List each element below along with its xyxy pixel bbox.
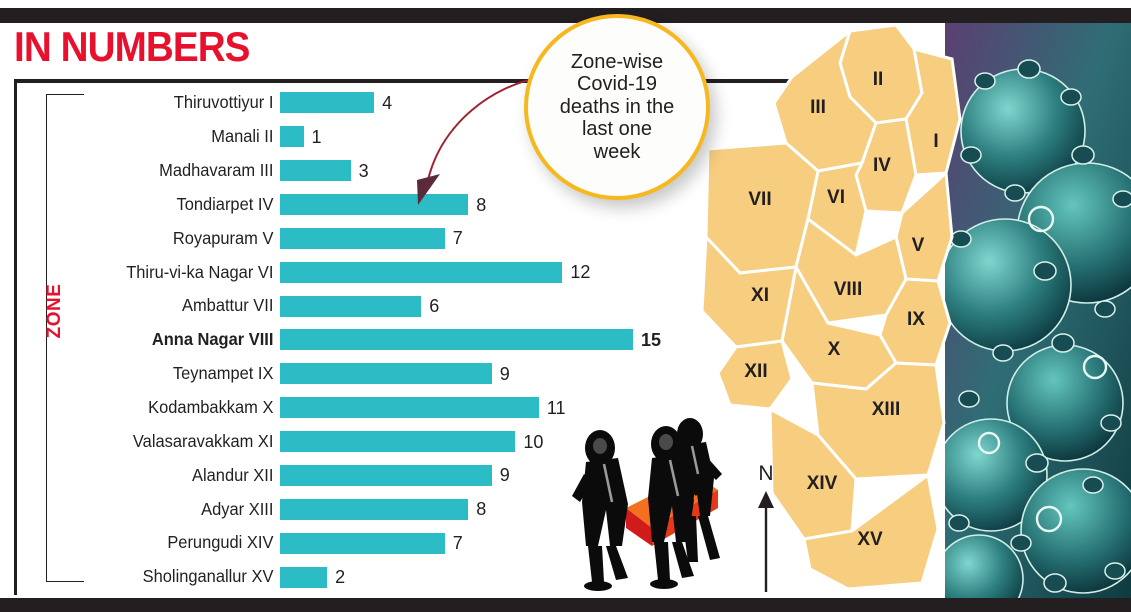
bar [280,92,375,114]
bar-category-label: Manali II [211,126,274,147]
bar-category-label: Kodambakkam X [148,396,274,417]
callout-text: Zone-wise Covid-19 deaths in the last on… [559,50,675,163]
bar-category-label: Madhavaram III [159,159,274,180]
bar-category-label: Royapuram V [172,227,274,248]
map-zone-label-XI: XI [751,285,769,306]
bar-row: Royapuram V 7 [88,221,708,255]
map-zone-label-I: I [933,131,938,152]
map-zone-label-X: X [828,339,841,360]
bar-row: Ambattur VII 6 [88,289,708,323]
bar-value-label: 8 [476,499,487,520]
page-title: IN NUMBERS [14,23,250,70]
zone-axis-bracket [46,94,84,582]
bar [280,295,422,317]
bar-row: Thiru-vi-ka Nagar VI 12 [88,255,708,289]
bar-category-label: Valasaravakkam XI [132,430,274,451]
bar-value-label: 11 [546,397,566,418]
bar [280,431,516,453]
map-zone-II [904,46,962,177]
map-zone-label-V: V [912,235,925,256]
bar-value-label: 7 [452,228,463,249]
map-zone-label-II: II [873,69,884,90]
north-arrow: N [746,462,786,596]
bar-value-label: 9 [499,465,510,486]
bar-row: Sholinganallur XV 2 [88,560,708,594]
bar-row: Anna Nagar VIII 15 [88,323,708,357]
bar [280,126,304,148]
bar [280,397,539,419]
bar-category-label: Sholinganallur XV [142,566,274,587]
bar [280,194,469,216]
bar-value-label: 10 [523,431,544,452]
bar [280,464,492,486]
bar-category-label: Anna Nagar VIII [151,329,274,350]
north-arrow-label: N [758,462,774,485]
bar-value-label: 15 [641,329,662,350]
top-rule [0,8,1131,23]
bar [280,498,469,520]
bar-category-label: Thiruvottiyur I [173,92,274,113]
bar [280,363,492,385]
bar-row: Teynampet IX 9 [88,357,708,391]
pallbearers-illustration [572,418,722,591]
bar-value-label: 2 [335,567,346,588]
bar-row: Thiruvottiyur I 4 [88,86,708,120]
panel-left-border [14,79,17,595]
bar-value-label: 7 [452,533,463,554]
bar-row: Manali II 1 [88,120,708,154]
map-zone-label-XV: XV [857,529,883,550]
map-zone-label-XIII: XIII [872,399,901,420]
bar-category-label: Tondiarpet IV [176,193,274,214]
bar-row: Alandur XII 9 [88,459,708,493]
bar [280,566,328,588]
map-zone-XV [802,472,940,591]
bar-value-label: 4 [382,92,393,113]
bar-value-label: 3 [358,160,369,181]
bar-row: Kodambakkam X 11 [88,391,708,425]
bar-value-label: 12 [570,262,591,283]
bar-value-label: 6 [429,296,440,317]
bar [280,329,633,351]
map-zone-label-XII: XII [744,361,767,382]
bar-value-label: 1 [311,126,322,147]
bar-chart: Thiruvottiyur I 4 Manali II 1 Madhavaram III… [88,86,708,594]
map-zone-label-VI: VI [827,187,845,208]
bar [280,532,445,554]
map-zone-label-VII: VII [748,189,771,210]
bar [280,160,351,182]
bar [280,227,445,249]
bar-category-label: Teynampet IX [172,363,274,384]
bar-category-label: Alandur XII [192,464,274,485]
map-zone-label-IX: IX [907,309,925,330]
zone-axis-label: ZONE [44,283,65,339]
map-zone-label-VIII: VIII [834,279,863,300]
map-zone-label-IV: IV [873,155,891,176]
bottom-rule [0,598,1131,612]
map-zone-label-XIV: XIV [807,473,838,494]
bar-category-label: Perungudi XIV [167,532,274,553]
bar-row: Adyar XIII 8 [88,492,708,526]
bar-value-label: 8 [476,194,487,215]
bar-category-label: Adyar XIII [201,498,274,519]
bar-row: Valasaravakkam XI 10 [88,425,708,459]
callout-bubble: Zone-wise Covid-19 deaths in the last on… [524,14,710,200]
bar-category-label: Ambattur VII [181,295,274,316]
chennai-zone-map: I II III IV V VI VII VIII IX X XI XII XIII XIV XV [700,23,968,598]
bar-value-label: 9 [499,363,510,384]
bar-row: Perungudi XIV 7 [88,526,708,560]
bar [280,261,563,283]
map-zone-label-III: III [810,97,826,118]
coronavirus-micrograph [945,23,1131,598]
bar-row: Madhavaram III 3 [88,154,708,188]
bar-category-label: Thiru-vi-ka Nagar VI [126,261,274,282]
